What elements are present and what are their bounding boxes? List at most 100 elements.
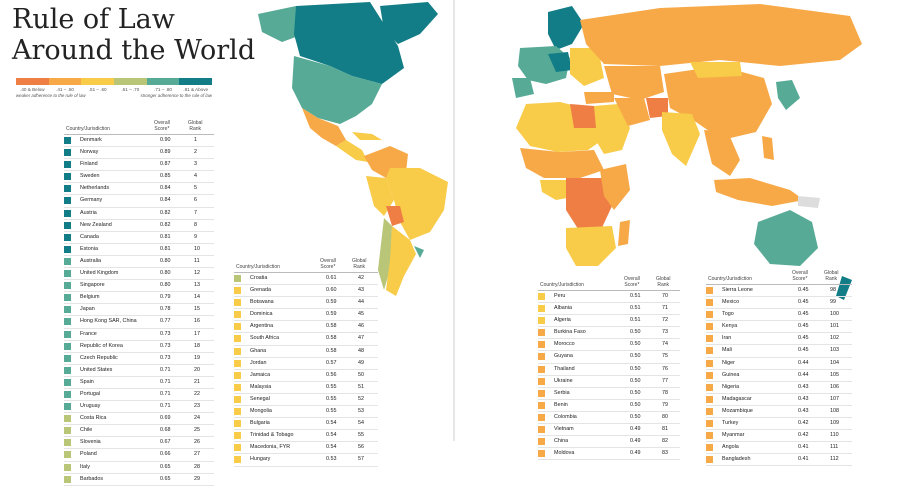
table-row: Myanmar 0.42 110 (706, 430, 852, 443)
country-name: Portugal (80, 390, 101, 397)
global-rank: 50 (358, 371, 364, 378)
country-name: Algeria (554, 317, 571, 324)
country-name: Jamaica (250, 371, 271, 378)
score-swatch (64, 318, 71, 326)
country-name: Chile (80, 427, 93, 434)
world-map (258, 2, 862, 300)
table-row: Costa Rica 0.69 24 (64, 413, 214, 426)
global-rank: 19 (194, 354, 200, 361)
country-name: Albania (554, 305, 572, 312)
overall-score: 0.59 (326, 299, 337, 306)
region-central-asia (604, 66, 664, 100)
global-rank: 78 (662, 389, 668, 396)
table-row: Finland 0.87 3 (64, 159, 214, 172)
score-swatch (64, 282, 71, 290)
overall-score: 0.90 (160, 137, 171, 143)
score-swatch (234, 383, 241, 391)
score-swatch (64, 137, 71, 144)
header-country: Country/Jurisdiction (236, 263, 280, 270)
overall-score: 0.80 (160, 282, 171, 289)
overall-score: 0.60 (326, 287, 337, 294)
global-rank: 52 (358, 395, 364, 402)
score-swatch (538, 377, 545, 385)
country-name: Hungary (250, 456, 271, 463)
global-rank: 11 (194, 257, 200, 264)
table-header: Country/Jurisdiction Overall Score* Global R… (538, 268, 680, 291)
table-row: Trinidad & Tobago 0.54 55 (234, 430, 378, 443)
table-row: Albania 0.51 71 (538, 303, 680, 316)
score-swatch (538, 426, 545, 434)
global-rank: 46 (358, 323, 364, 330)
score-swatch (234, 371, 241, 379)
country-name: Barbados (80, 475, 104, 482)
country-name: Uruguay (80, 403, 101, 410)
country-name: Grenada (250, 287, 271, 294)
region-scandinavia (548, 6, 584, 50)
country-name: Mali (722, 347, 732, 354)
global-rank: 109 (830, 420, 839, 427)
global-rank: 82 (662, 438, 668, 445)
country-name: Niger (722, 359, 735, 366)
score-swatch (706, 299, 713, 307)
score-swatch (64, 221, 71, 229)
country-name: Ukraine (554, 377, 573, 384)
legend-swatch (48, 78, 82, 85)
table-header: Country/Jurisdiction Overall Score* Global R… (64, 112, 214, 135)
overall-score: 0.58 (326, 335, 337, 342)
score-swatch (234, 323, 241, 331)
country-name: Serbia (554, 389, 570, 396)
table-row: Burkina Faso 0.50 73 (538, 327, 680, 340)
global-rank: 80 (662, 413, 668, 420)
overall-score: 0.44 (798, 359, 809, 366)
ranking-table-2: Country/Jurisdiction Overall Score* Global R… (234, 250, 378, 467)
overall-score: 0.50 (630, 389, 641, 396)
overall-score: 0.45 (798, 323, 809, 330)
table-row: Morocco 0.50 74 (538, 339, 680, 352)
country-name: Jordan (250, 359, 267, 366)
legend-label: .51 – .60 (88, 87, 107, 92)
table-row: Bulgaria 0.54 54 (234, 418, 378, 431)
overall-score: 0.77 (160, 318, 171, 325)
country-name: Mexico (722, 299, 740, 306)
table-row: Czech Republic 0.73 19 (64, 353, 214, 365)
score-swatch (64, 403, 71, 411)
country-name: Madagascar (722, 395, 752, 402)
score-swatch (706, 347, 713, 355)
overall-score: 0.80 (160, 270, 171, 277)
global-rank: 22 (194, 390, 200, 397)
global-rank: 101 (830, 323, 839, 330)
table-row: Jordan 0.57 49 (234, 358, 378, 370)
global-rank: 111 (830, 444, 839, 451)
region-egypt (570, 104, 596, 128)
table-row: Bangladesh 0.41 112 (706, 454, 852, 467)
table-row: Angola 0.41 111 (706, 442, 852, 455)
country-name: Togo (722, 311, 734, 318)
overall-score: 0.51 (630, 305, 641, 312)
score-swatch (538, 341, 545, 349)
table-row: Chile 0.68 25 (64, 425, 214, 438)
global-rank: 6 (194, 197, 197, 204)
score-swatch (64, 185, 71, 193)
score-swatch (706, 444, 713, 452)
overall-score: 0.58 (326, 323, 337, 330)
country-name: Senegal (250, 395, 270, 402)
global-rank: 17 (194, 330, 200, 337)
table-row: Benin 0.50 79 (538, 400, 680, 412)
region-central-europe (548, 52, 572, 72)
table-row: Vietnam 0.49 81 (538, 424, 680, 437)
global-rank: 27 (194, 451, 200, 458)
legend-stronger: stronger adherence to the rule of law (140, 93, 212, 98)
score-swatch (538, 353, 545, 361)
overall-score: 0.50 (630, 377, 641, 384)
table-row: Portugal 0.71 22 (64, 389, 214, 402)
country-name: Benin (554, 401, 568, 408)
score-swatch (234, 420, 241, 428)
table-row: South Africa 0.58 47 (234, 333, 378, 346)
table-row: Germany 0.84 6 (64, 195, 214, 208)
legend-label: .81 & Above (183, 87, 209, 92)
global-rank: 71 (662, 305, 668, 312)
region-alaska (258, 6, 304, 42)
overall-score: 0.82 (160, 209, 171, 216)
country-name: Sweden (80, 173, 100, 180)
table-row: Mongolia 0.55 53 (234, 406, 378, 419)
